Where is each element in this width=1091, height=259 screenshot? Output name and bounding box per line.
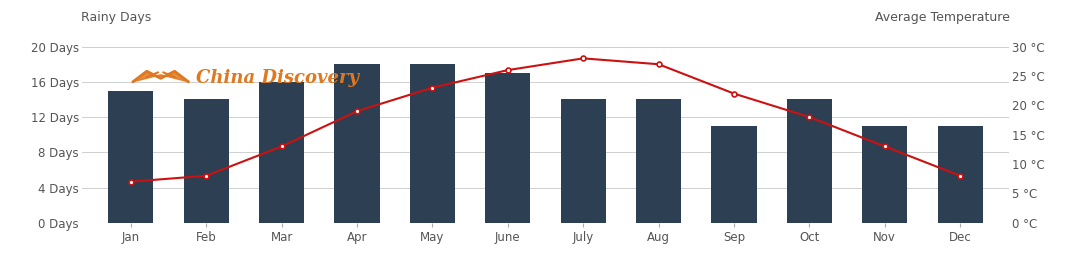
- Bar: [335, 64, 380, 223]
- Polygon shape: [133, 71, 189, 82]
- Bar: [108, 91, 154, 223]
- Bar: [561, 99, 606, 223]
- Bar: [410, 64, 455, 223]
- Bar: [259, 82, 304, 223]
- Text: Rainy Days: Rainy Days: [81, 11, 152, 24]
- Bar: [183, 99, 229, 223]
- Bar: [485, 73, 530, 223]
- Text: China Discovery: China Discovery: [196, 69, 359, 87]
- Bar: [937, 126, 983, 223]
- Bar: [636, 99, 681, 223]
- Bar: [862, 126, 908, 223]
- Bar: [787, 99, 832, 223]
- Text: Average Temperature: Average Temperature: [875, 11, 1010, 24]
- Bar: [711, 126, 756, 223]
